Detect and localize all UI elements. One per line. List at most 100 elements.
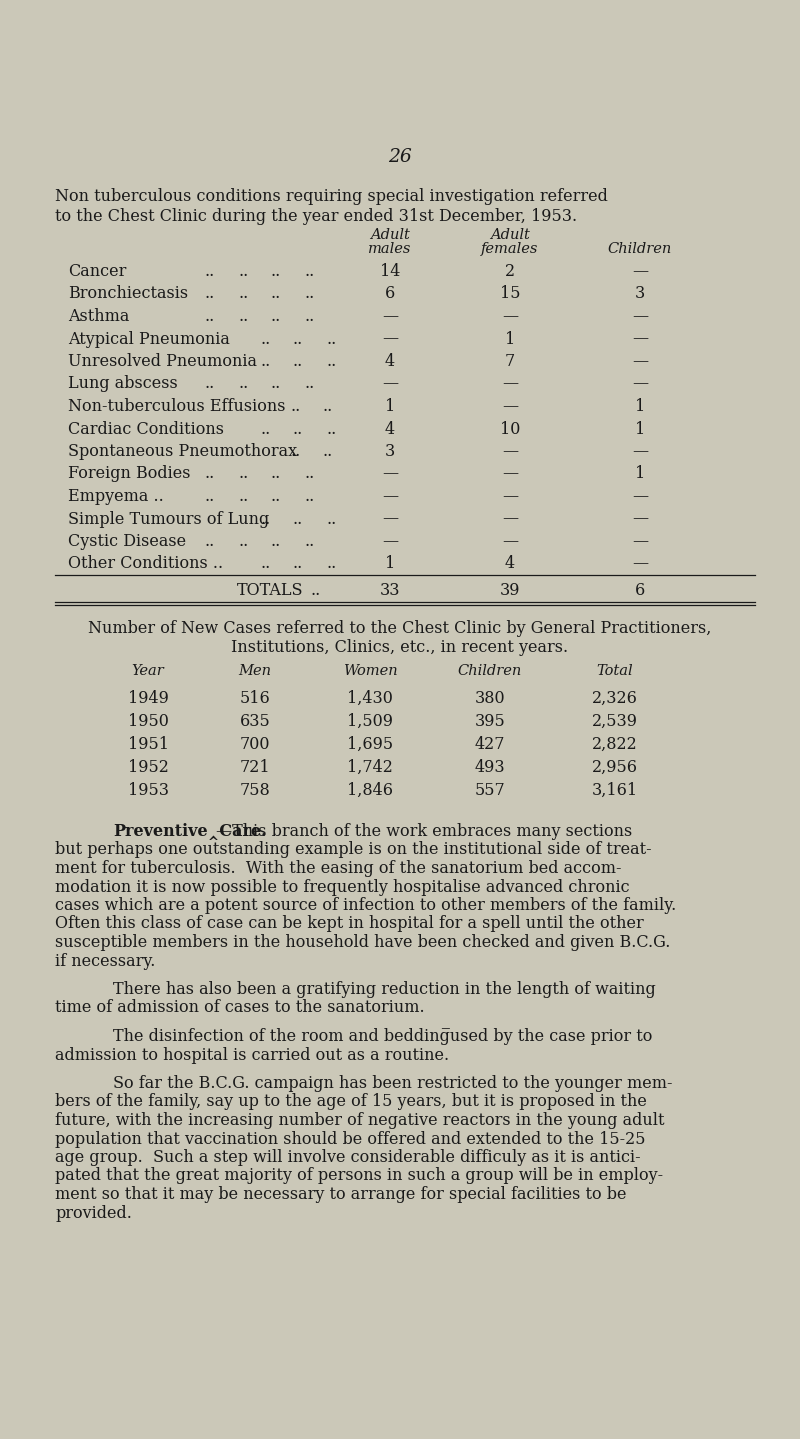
Text: Unresolved Pneumonia: Unresolved Pneumonia: [68, 353, 257, 370]
Text: 2: 2: [505, 263, 515, 281]
Text: 1,509: 1,509: [347, 712, 393, 730]
Text: Spontaneous Pneumothorax: Spontaneous Pneumothorax: [68, 443, 297, 460]
Text: ..: ..: [323, 443, 334, 460]
Text: 395: 395: [474, 712, 506, 730]
Text: Non tuberculous conditions requiring special investigation referred: Non tuberculous conditions requiring spe…: [55, 189, 608, 204]
Text: 1949: 1949: [127, 689, 169, 707]
Text: —: —: [632, 488, 648, 505]
Text: The disinfection of the room and bedding̅used by the case prior to: The disinfection of the room and bedding…: [113, 1027, 652, 1045]
Text: 1: 1: [635, 465, 645, 482]
Text: ..: ..: [205, 285, 215, 302]
Text: Foreign Bodies: Foreign Bodies: [68, 465, 190, 482]
Text: Other Conditions ..: Other Conditions ..: [68, 555, 223, 573]
Text: 1953: 1953: [127, 781, 169, 799]
Text: Children: Children: [458, 663, 522, 678]
Text: ..: ..: [271, 263, 282, 281]
Text: —: —: [382, 465, 398, 482]
Text: 493: 493: [474, 758, 506, 776]
Text: ..: ..: [293, 353, 303, 370]
Text: Total: Total: [597, 663, 634, 678]
Text: ..: ..: [205, 308, 215, 325]
Text: ..: ..: [271, 488, 282, 505]
Text: males: males: [368, 242, 412, 256]
Text: ..: ..: [290, 443, 300, 460]
Text: Adult: Adult: [490, 227, 530, 242]
Text: ..: ..: [260, 420, 270, 437]
Text: ..: ..: [271, 376, 282, 393]
Text: ..: ..: [260, 555, 270, 573]
Text: Number of New Cases referred to the Chest Clinic by General Practitioners,: Number of New Cases referred to the Ches…: [88, 620, 712, 637]
Text: —: —: [502, 376, 518, 393]
Text: 7: 7: [505, 353, 515, 370]
Text: ..: ..: [290, 399, 300, 414]
Text: 4: 4: [385, 420, 395, 437]
Text: admission to hospital is carried out as a routine.: admission to hospital is carried out as …: [55, 1046, 449, 1063]
Text: 1: 1: [385, 555, 395, 573]
Text: ..: ..: [238, 263, 248, 281]
Text: ..: ..: [260, 353, 270, 370]
Text: Empyema ..: Empyema ..: [68, 488, 164, 505]
Text: 380: 380: [474, 689, 506, 707]
Text: ..: ..: [304, 465, 314, 482]
Text: 2,822: 2,822: [592, 735, 638, 753]
Text: ..: ..: [260, 511, 270, 528]
Text: ..: ..: [293, 555, 303, 573]
Text: ..: ..: [238, 308, 248, 325]
Text: Cancer: Cancer: [68, 263, 126, 281]
Text: provided.: provided.: [55, 1204, 132, 1222]
Text: 26: 26: [388, 148, 412, 165]
Text: —: —: [502, 443, 518, 460]
Text: ..: ..: [205, 263, 215, 281]
Text: 427: 427: [474, 735, 506, 753]
Text: ..: ..: [205, 465, 215, 482]
Text: ..: ..: [205, 532, 215, 550]
Text: to the Chest Clinic during the year ended 31st December, 1953.: to the Chest Clinic during the year ende…: [55, 209, 577, 224]
Text: future, with the increasing number of negative reactors in the young adult: future, with the increasing number of ne…: [55, 1112, 665, 1130]
Text: ment for tuberculosis.  With the easing of the sanatorium bed accom-: ment for tuberculosis. With the easing o…: [55, 861, 622, 876]
Text: —: —: [502, 465, 518, 482]
Text: —: —: [632, 532, 648, 550]
Text: population that vaccination should be offered and extended to the 15-25: population that vaccination should be of…: [55, 1131, 646, 1147]
Text: 39: 39: [500, 581, 520, 599]
Text: 3: 3: [635, 285, 645, 302]
Text: ..: ..: [271, 465, 282, 482]
Text: —: —: [382, 488, 398, 505]
Text: susceptible members in the household have been checked and given B.C.G.: susceptible members in the household hav…: [55, 934, 670, 951]
Text: 4: 4: [505, 555, 515, 573]
Text: 1951: 1951: [127, 735, 169, 753]
Text: 1: 1: [505, 331, 515, 347]
Text: 3,161: 3,161: [592, 781, 638, 799]
Text: 516: 516: [240, 689, 270, 707]
Text: 2,326: 2,326: [592, 689, 638, 707]
Text: Children: Children: [608, 242, 672, 256]
Text: ..: ..: [323, 399, 334, 414]
Text: Institutions, Clinics, etc., in recent years.: Institutions, Clinics, etc., in recent y…: [231, 639, 569, 656]
Text: Preventive‸Care.: Preventive‸Care.: [113, 823, 266, 840]
Text: 33: 33: [380, 581, 400, 599]
Text: 635: 635: [240, 712, 270, 730]
Text: —: —: [502, 308, 518, 325]
Text: —: —: [382, 376, 398, 393]
Text: —This branch of the work embraces many sections: —This branch of the work embraces many s…: [216, 823, 632, 840]
Text: time of admission of cases to the sanatorium.: time of admission of cases to the sanato…: [55, 1000, 425, 1016]
Text: 1: 1: [635, 420, 645, 437]
Text: bers of the family, say up to the age of 15 years, but it is proposed in the: bers of the family, say up to the age of…: [55, 1094, 647, 1111]
Text: ..: ..: [293, 511, 303, 528]
Text: 1950: 1950: [127, 712, 169, 730]
Text: ..: ..: [205, 488, 215, 505]
Text: females: females: [482, 242, 538, 256]
Text: ..: ..: [326, 331, 336, 347]
Text: Asthma: Asthma: [68, 308, 130, 325]
Text: 2,539: 2,539: [592, 712, 638, 730]
Text: 1952: 1952: [127, 758, 169, 776]
Text: pated that the great majority of persons in such a group will be in employ-: pated that the great majority of persons…: [55, 1167, 663, 1184]
Text: Cardiac Conditions: Cardiac Conditions: [68, 420, 224, 437]
Text: ..: ..: [238, 532, 248, 550]
Text: —: —: [632, 376, 648, 393]
Text: Cystic Disease: Cystic Disease: [68, 532, 186, 550]
Text: —: —: [632, 308, 648, 325]
Text: ..: ..: [304, 376, 314, 393]
Text: 758: 758: [240, 781, 270, 799]
Text: 1,430: 1,430: [347, 689, 393, 707]
Text: Year: Year: [132, 663, 164, 678]
